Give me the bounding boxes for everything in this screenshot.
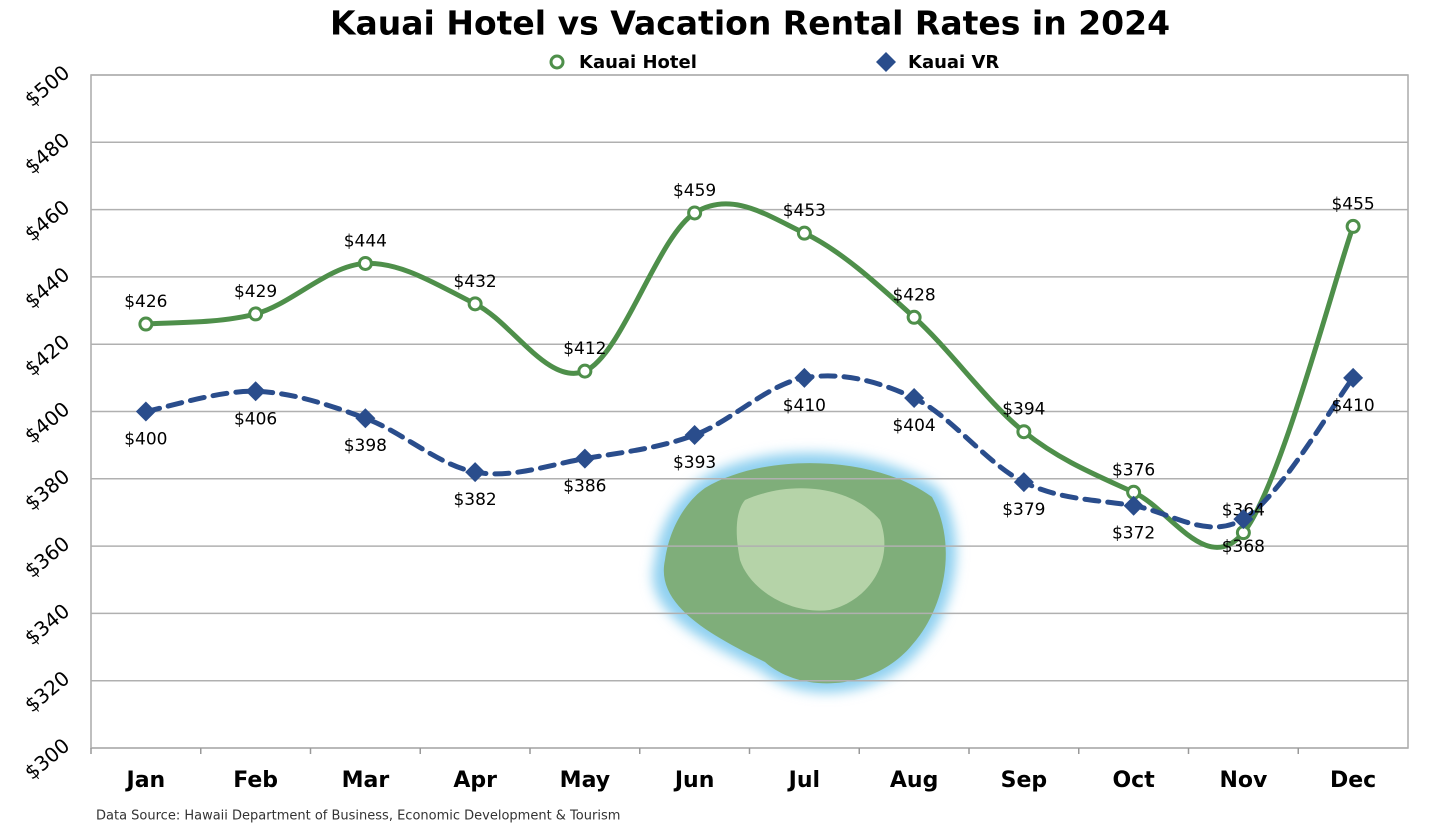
data-label: $444 — [344, 231, 387, 251]
x-tick-label: Jan — [125, 768, 166, 793]
data-label: $372 — [1112, 524, 1155, 544]
data-label: $410 — [1331, 396, 1374, 416]
data-point — [1343, 367, 1364, 388]
x-tick-label: Nov — [1219, 768, 1268, 793]
data-label: $404 — [892, 416, 935, 436]
data-point — [574, 448, 595, 469]
x-tick-label: Feb — [233, 768, 278, 793]
y-tick-label: $500 — [20, 60, 74, 111]
data-point — [465, 462, 486, 483]
data-point — [245, 381, 266, 402]
data-point — [1123, 495, 1144, 516]
y-tick-label: $400 — [20, 397, 74, 448]
data-point — [138, 316, 154, 332]
data-point — [467, 296, 483, 312]
data-point — [906, 309, 922, 325]
data-point — [794, 367, 815, 388]
data-label: $398 — [344, 436, 387, 456]
y-tick-label: $300 — [20, 733, 74, 784]
legend-label: Kauai VR — [908, 52, 999, 73]
data-point — [135, 401, 156, 422]
data-label: $406 — [234, 409, 277, 429]
x-tick-label: Aug — [890, 768, 938, 793]
data-label: $426 — [124, 292, 167, 312]
x-tick-label: Sep — [1001, 768, 1048, 793]
y-tick-label: $440 — [20, 262, 74, 313]
data-label: $368 — [1222, 537, 1265, 557]
data-point — [355, 408, 376, 429]
x-tick-label: May — [560, 768, 610, 793]
data-label: $455 — [1331, 194, 1374, 214]
y-tick-label: $460 — [20, 195, 74, 246]
data-label: $400 — [124, 430, 167, 450]
data-label: $432 — [453, 272, 496, 292]
data-label: $459 — [673, 181, 716, 201]
data-point — [577, 363, 593, 379]
data-label: $393 — [673, 453, 716, 473]
data-point — [1345, 218, 1361, 234]
data-point — [1016, 424, 1032, 440]
data-point — [687, 205, 703, 221]
x-tick-label: Jul — [787, 768, 820, 793]
data-point — [1233, 509, 1254, 530]
x-tick-label: Oct — [1112, 768, 1155, 793]
legend-label: Kauai Hotel — [579, 52, 697, 73]
data-label: $379 — [1002, 500, 1045, 520]
data-label: $394 — [1002, 400, 1045, 420]
data-label: $376 — [1112, 460, 1155, 480]
y-tick-label: $420 — [20, 329, 74, 380]
legend-marker — [876, 52, 896, 72]
legend-marker — [549, 54, 565, 70]
y-tick-label: $340 — [20, 599, 74, 650]
data-point — [796, 225, 812, 241]
island-decoration — [652, 452, 957, 693]
x-tick-label: Apr — [453, 768, 497, 793]
series-line — [143, 373, 1356, 530]
data-point — [684, 425, 705, 446]
chart-title: Kauai Hotel vs Vacation Rental Rates in … — [330, 4, 1170, 43]
source-note: Data Source: Hawaii Department of Busine… — [96, 809, 620, 824]
y-tick-label: $380 — [20, 464, 74, 515]
x-tick-label: Jun — [673, 768, 715, 793]
data-label: $453 — [783, 201, 826, 221]
y-tick-label: $480 — [20, 128, 74, 179]
data-label: $412 — [563, 339, 606, 359]
y-tick-label: $360 — [20, 531, 74, 582]
data-point — [357, 255, 373, 271]
data-label: $386 — [563, 477, 606, 497]
data-point — [904, 388, 925, 409]
data-label: $429 — [234, 282, 277, 302]
x-tick-label: Mar — [342, 768, 390, 793]
data-point — [248, 306, 264, 322]
x-tick-label: Dec — [1330, 768, 1376, 793]
data-label: $382 — [453, 490, 496, 510]
data-label: $428 — [892, 285, 935, 305]
y-tick-label: $320 — [20, 666, 74, 717]
data-point — [1013, 472, 1034, 493]
data-label: $410 — [783, 396, 826, 416]
